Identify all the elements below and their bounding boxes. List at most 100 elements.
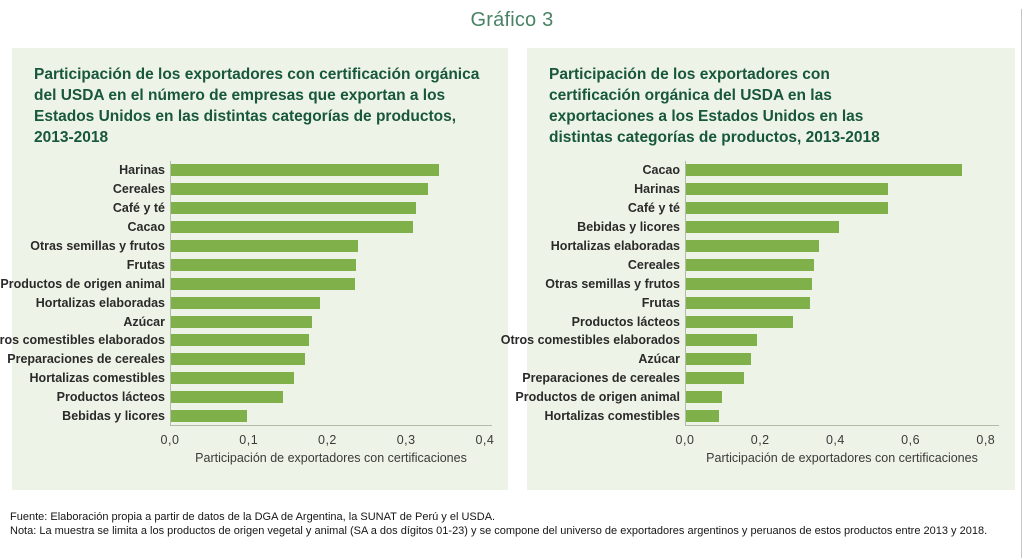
plot-area: Cacao Harinas Café y té Bebidas y licores Ho… xyxy=(500,161,999,427)
category-label: Bebidas y licores xyxy=(577,220,680,235)
bar xyxy=(686,277,812,290)
x-tick-label: 0,0 xyxy=(160,433,180,448)
x-axis-title: Participación de exportadores con certif… xyxy=(706,451,978,466)
x-tick-label: 0,2 xyxy=(750,433,770,448)
source-note: Fuente: Elaboración propia a partir de d… xyxy=(10,511,496,523)
category-label: Harinas xyxy=(119,163,165,178)
bar xyxy=(171,391,284,404)
x-axis: 0,0 0,2 0,4 0,6 0,8 Participación de exportad… xyxy=(676,426,999,466)
x-axis: 0,0 0,1 0,2 0,3 0,4 Participación de exportad… xyxy=(161,426,495,465)
category-label: Hortalizas elaboradas xyxy=(35,295,165,310)
bar-row xyxy=(171,407,492,426)
category-label: Bebidas y licores xyxy=(62,409,165,424)
methodology-note: Nota: La muestra se limita a los product… xyxy=(10,525,988,537)
bar xyxy=(171,183,429,196)
bar-row xyxy=(686,293,999,312)
category-label: Café y té xyxy=(112,201,165,216)
bar-row xyxy=(686,237,999,256)
bar xyxy=(686,240,819,252)
chart-title-left: Participación de los exportadores con ce… xyxy=(34,66,480,146)
panel-exporter-count: Participación de los exportadores con ce… xyxy=(0,48,508,490)
bar xyxy=(171,277,355,290)
bar-row xyxy=(171,180,492,199)
bar xyxy=(171,315,312,328)
bar-row xyxy=(171,388,492,407)
figure-title: Gráfico 3 xyxy=(470,9,554,31)
category-label: Productos lácteos xyxy=(56,390,165,405)
bar-chart-exporter-count: Harinas Cereales Café y té Cacao Otras semil… xyxy=(0,161,495,465)
category-label: Otros comestibles elaborados xyxy=(0,333,165,348)
bar xyxy=(686,258,814,271)
category-label: Azúcar xyxy=(638,352,680,367)
category-label: Productos de origen animal xyxy=(0,276,165,291)
bar-row xyxy=(686,218,999,237)
x-tick-label: 0,2 xyxy=(318,433,337,448)
bar-row xyxy=(171,331,492,350)
bar xyxy=(686,372,745,385)
category-label: Productos lácteos xyxy=(571,314,680,329)
bar-row xyxy=(171,218,492,237)
bar xyxy=(686,315,793,328)
bar xyxy=(171,410,248,423)
bar-row xyxy=(686,331,999,350)
bar xyxy=(686,410,719,423)
category-label: Otras semillas y frutos xyxy=(30,239,165,253)
bar xyxy=(171,296,321,309)
category-label: Frutas xyxy=(126,257,165,272)
bars-area xyxy=(685,161,999,427)
bar-row xyxy=(686,388,999,407)
category-label: Frutas xyxy=(641,295,680,310)
x-tick-label: 0,3 xyxy=(396,433,416,448)
bars-area xyxy=(170,161,492,427)
category-label: Cereales xyxy=(112,182,165,197)
category-label: Cacao xyxy=(127,220,165,235)
bar xyxy=(171,334,310,347)
bar xyxy=(686,296,810,309)
category-label: Cacao xyxy=(642,163,680,178)
x-tick-label: 0,1 xyxy=(239,433,259,448)
category-label: Harinas xyxy=(634,182,680,197)
bar xyxy=(171,240,358,252)
bar xyxy=(686,334,757,347)
bar-row xyxy=(171,199,492,218)
x-tick-label: 0,4 xyxy=(825,433,845,448)
bar xyxy=(171,372,295,385)
bar-row xyxy=(171,274,492,293)
bar-row xyxy=(686,407,999,426)
bar-row xyxy=(686,199,999,218)
bar-row xyxy=(686,180,999,199)
bar xyxy=(686,391,723,404)
bar xyxy=(171,258,357,271)
bar xyxy=(171,202,416,215)
category-label: Café y té xyxy=(627,201,680,216)
category-label: Hortalizas elaboradas xyxy=(550,239,680,253)
bar-row xyxy=(171,350,492,369)
bar xyxy=(171,164,439,177)
bar xyxy=(171,353,306,366)
x-ticks: 0,0 0,2 0,4 0,6 0,8 xyxy=(676,426,999,448)
category-label: Otros comestibles elaborados xyxy=(500,333,680,348)
bar-row xyxy=(686,312,999,331)
bar-row xyxy=(171,293,492,312)
category-label: Hortalizas comestibles xyxy=(544,409,680,424)
bar-row xyxy=(686,255,999,274)
plot-area: Harinas Cereales Café y té Cacao Otras semil… xyxy=(0,161,492,427)
bar-row xyxy=(171,255,492,274)
category-label: Preparaciones de cereales xyxy=(522,371,680,386)
chart-panels: Participación de los exportadores con ce… xyxy=(0,48,1015,490)
bar-row xyxy=(686,350,999,369)
bar-row xyxy=(686,161,999,180)
category-label: Otras semillas y frutos xyxy=(545,276,680,291)
chart-title-right: Participación de los exportadores con ce… xyxy=(549,66,880,146)
category-label: Hortalizas comestibles xyxy=(29,371,165,386)
figure-footnotes: Fuente: Elaboración propia a partir de d… xyxy=(10,510,1020,538)
category-label: Productos de origen animal xyxy=(515,390,680,405)
bar-row xyxy=(171,161,492,180)
x-tick-label: 0,6 xyxy=(901,433,921,448)
category-labels: Harinas Cereales Café y té Cacao Otras semil… xyxy=(0,161,170,426)
bar xyxy=(686,164,962,177)
bar-row xyxy=(171,369,492,388)
bar-row xyxy=(686,369,999,388)
x-tick-label: 0,4 xyxy=(475,433,495,448)
category-labels: Cacao Harinas Café y té Bebidas y licores Ho… xyxy=(500,161,685,426)
